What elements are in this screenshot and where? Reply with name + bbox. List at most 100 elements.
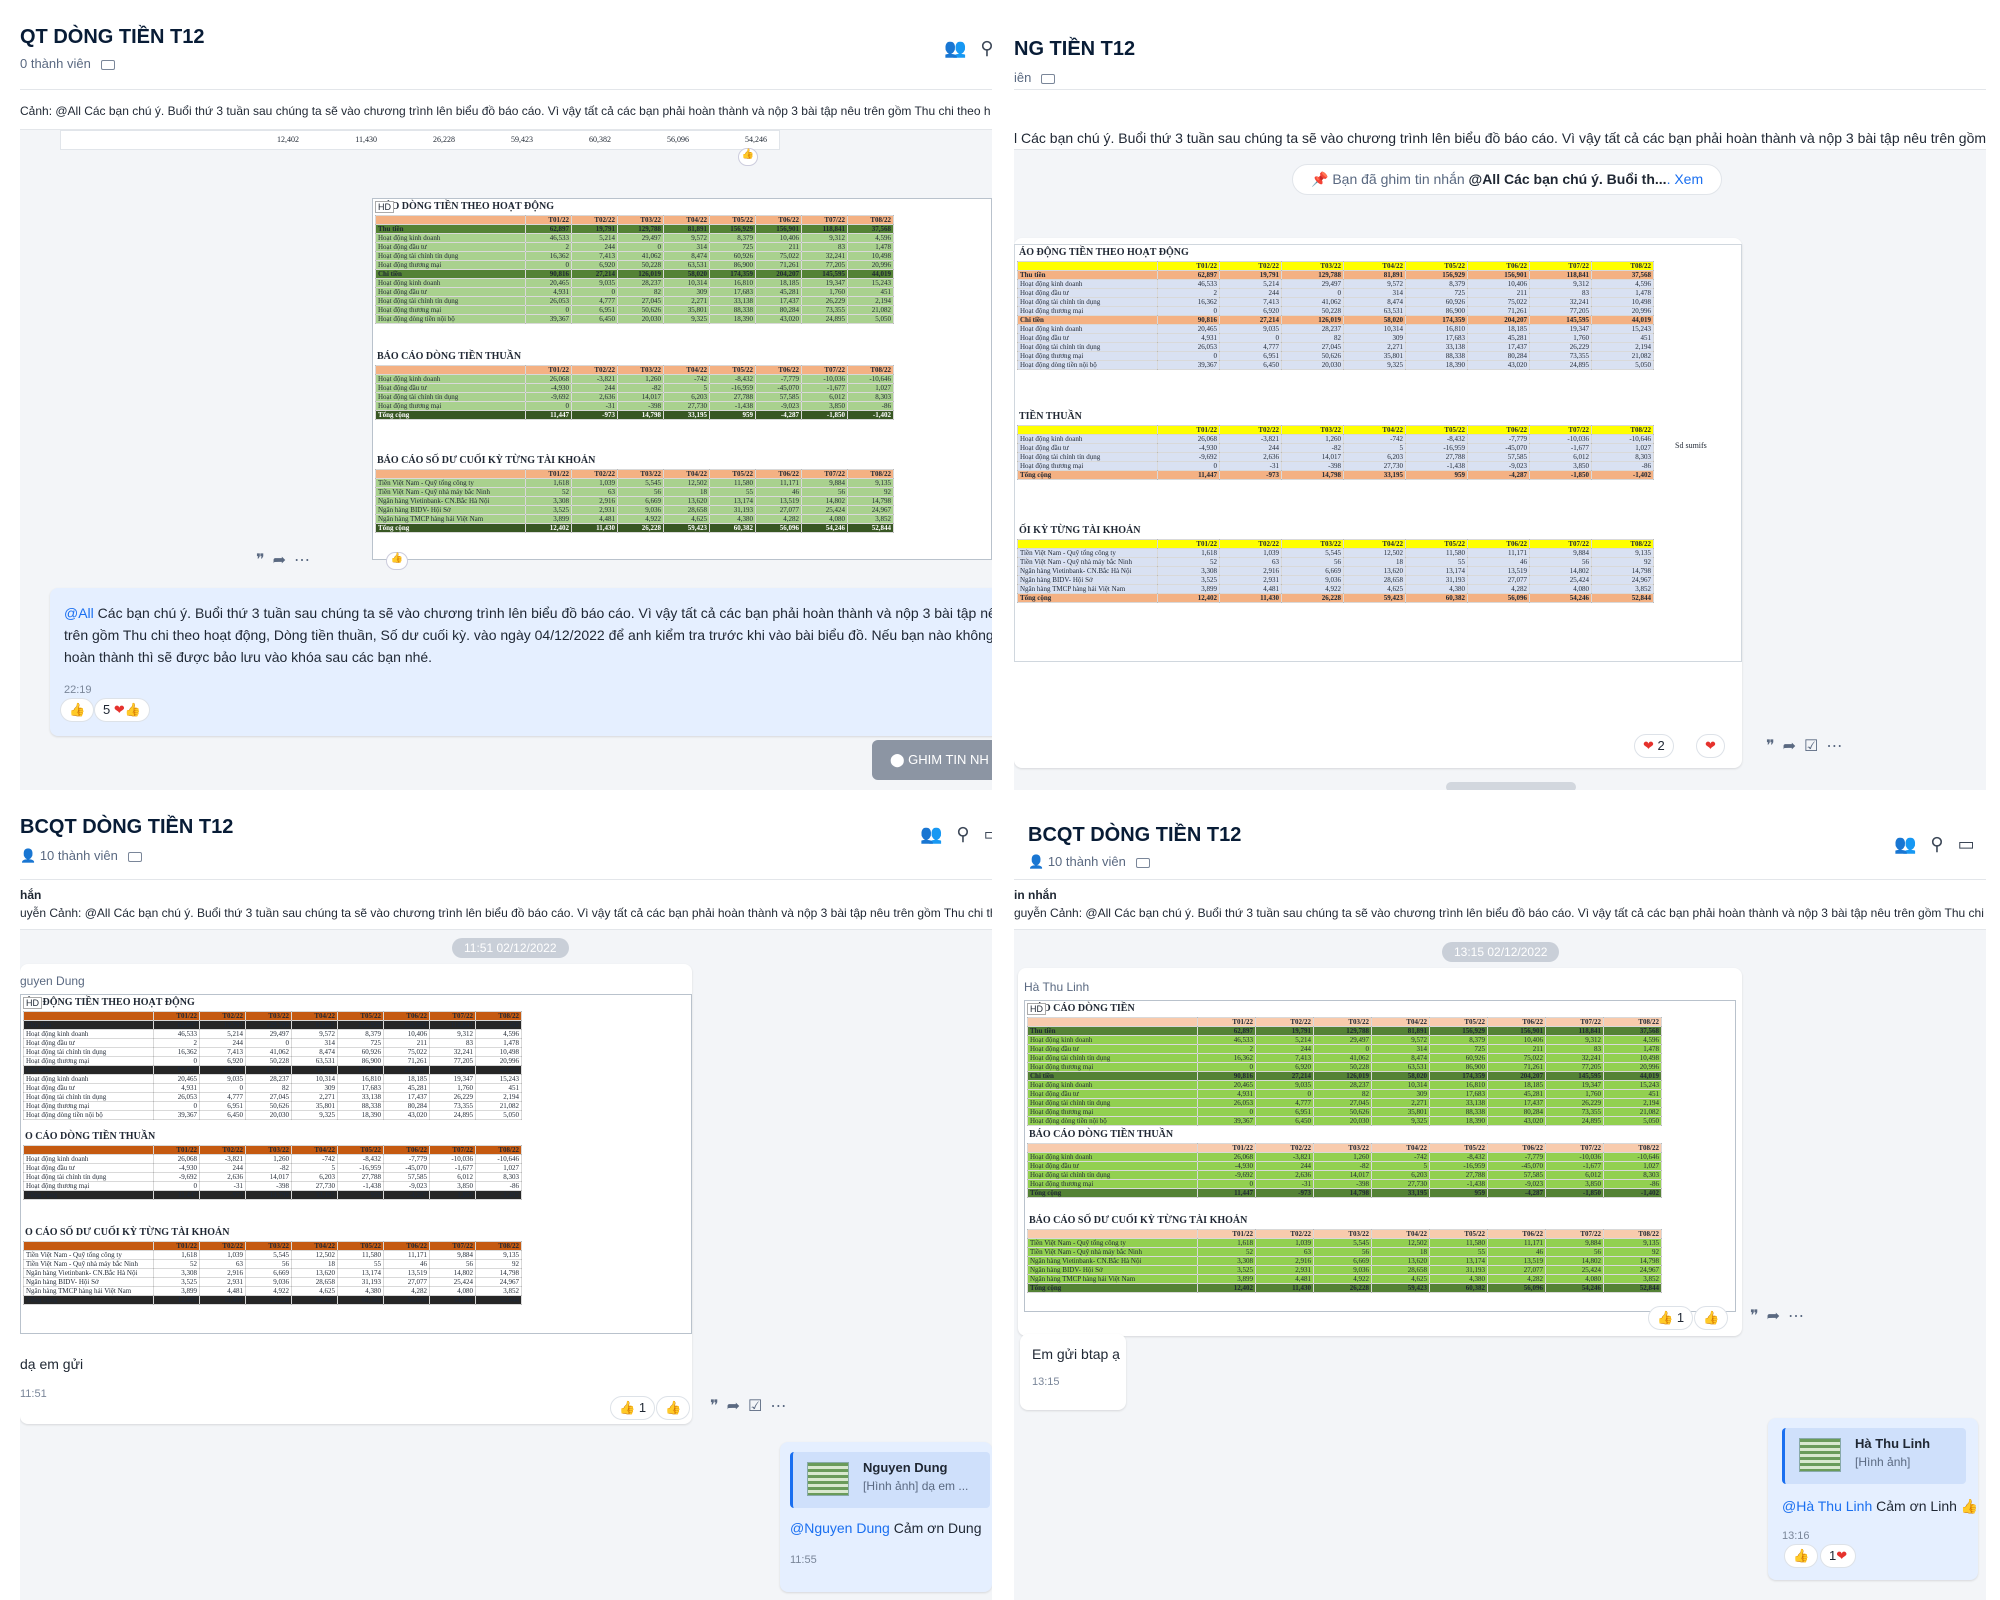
reaction-summary[interactable]: 👍 1 <box>1648 1306 1694 1330</box>
quote-icon[interactable]: ❞ <box>256 552 273 569</box>
reaction-summary[interactable]: 5 ❤👍 <box>94 698 150 722</box>
sheet-row: Tổng cộng 12,402 11,430 26,228 59,423 60,382 5… <box>1027 1283 1662 1293</box>
sheet-cell: Hoạt động đầu tư <box>1017 333 1158 343</box>
like-button[interactable]: 👍 <box>1784 1544 1819 1568</box>
pinned-message-bar[interactable]: hắn uyễn Cảnh: @All Các bạn chú ý. Buổi … <box>20 880 992 930</box>
reply-quote[interactable]: Nguyen Dung [Hình ảnh] dạ em ... <box>790 1452 990 1508</box>
more-icon[interactable]: ⋯ <box>1788 1308 1813 1325</box>
tag-icon[interactable] <box>127 851 142 862</box>
sheet-cell: 9,325 <box>1371 1116 1430 1126</box>
member-count[interactable]: iên <box>1014 70 1056 85</box>
sheet-cell: 44,019 <box>1591 315 1654 325</box>
search-icon[interactable]: ⚲ <box>956 824 984 844</box>
task-icon[interactable]: ☑ <box>748 1398 771 1415</box>
like-button[interactable]: 👍 <box>60 698 95 722</box>
member-count[interactable]: 👤 10 thành viên <box>1028 854 1150 870</box>
sheet-table: T01/22 T02/22 T03/22 T04/22 T05/22 T06/22 T07/… <box>375 469 894 533</box>
sheet-cell: 244 <box>571 242 618 252</box>
sheet-cell: 46,533 <box>153 1029 200 1039</box>
spreadsheet-image[interactable]: BÁO CÁO DÒNG TIỀN T01/22 T02/22 T03/22 T04/2… <box>1024 1000 1736 1312</box>
reaction-summary[interactable]: ❤ 2 <box>1634 734 1674 758</box>
reply-mention[interactable]: @Hà Thu Linh <box>1782 1498 1873 1514</box>
sheet-cell: Hoạt động kinh doanh <box>1027 1035 1198 1045</box>
search-icon[interactable]: ⚲ <box>980 38 992 58</box>
sheet-cell: 63,531 <box>663 260 710 270</box>
sheet-cell: 118,841 <box>429 1020 476 1030</box>
sheet-cell: 17,437 <box>755 296 802 306</box>
forward-icon[interactable]: ➦ <box>1782 738 1805 755</box>
forward-icon[interactable]: ➦ <box>726 1398 749 1415</box>
forward-icon[interactable]: ➦ <box>272 552 295 569</box>
member-count[interactable]: 0 thành viên <box>20 56 115 71</box>
sheet-row: Tổng cộng 12,402 11,430 26,228 59,423 60,382 5… <box>1017 593 1654 603</box>
sheet-header-cell: T01/22 <box>153 1145 200 1155</box>
heart-react-button[interactable]: ❤ <box>1696 734 1725 758</box>
scroll-indicator[interactable] <box>1446 782 1576 790</box>
video-icon[interactable]: ▭ <box>984 824 992 844</box>
add-member-icon[interactable]: 👥 <box>944 38 981 58</box>
video-icon[interactable]: ▭ <box>1957 834 1986 854</box>
sheet-header-cell: T01/22 <box>525 469 572 479</box>
message-bubble[interactable]: Em gửi btap ạ 13:15 <box>1020 1334 1126 1410</box>
tag-icon[interactable] <box>1135 857 1150 868</box>
message-bubble[interactable]: guyen Dung ÁO ĐỘNG TIỀN THEO HOẠT ĐỘNG T0… <box>20 964 692 1424</box>
pin-message-button[interactable]: ⬤ GHIM TIN NH <box>872 740 992 780</box>
pinned-message-bar[interactable]: in nhắn guyễn Cảnh: @All Các bạn chú ý. … <box>1014 880 1986 930</box>
message-bubble[interactable]: ÁO ĐỘNG TIỀN THEO HOẠT ĐỘNG T01/22 T02/22 T… <box>1014 238 1742 768</box>
sheet-section-title: O CÁO DÒNG TIỀN THUẦN <box>25 1131 156 1142</box>
add-member-icon[interactable]: 👥 <box>1894 834 1931 854</box>
quote-icon[interactable]: ❞ <box>710 1398 727 1415</box>
forward-icon[interactable]: ➦ <box>1766 1308 1789 1325</box>
view-pinned-link[interactable]: . Xem <box>1666 171 1704 187</box>
quote-icon[interactable]: ❞ <box>1750 1308 1767 1325</box>
sheet-cell: -10,036 <box>1545 1152 1604 1162</box>
sheet-cell: 27,214 <box>199 1065 246 1075</box>
quote-icon[interactable]: ❞ <box>1766 738 1783 755</box>
spreadsheet-image[interactable]: ÁO ĐỘNG TIỀN THEO HOẠT ĐỘNG T01/22 T02/22 T… <box>20 994 692 1334</box>
reply-quote[interactable]: Hà Thu Linh [Hình ảnh] <box>1782 1428 1966 1484</box>
task-icon[interactable]: ☑ <box>1804 738 1827 755</box>
reply-mention[interactable]: @Nguyen Dung <box>790 1520 890 1536</box>
sheet-cell: 14,017 <box>1313 1170 1372 1180</box>
thumbs-up-icon[interactable]: 👍 <box>738 148 758 166</box>
tag-icon[interactable] <box>100 59 115 70</box>
sheet-cell: 4,481 <box>1255 1274 1314 1284</box>
sheet-cell: 0 <box>1157 306 1220 316</box>
sheet-cell: 959 <box>1429 1188 1488 1198</box>
reply-bubble[interactable]: Nguyen Dung [Hình ảnh] dạ em ... @Nguyen… <box>780 1442 992 1592</box>
sheet-row: Hoạt động dòng tiền nội bộ 39,367 6,450 20,… <box>23 1110 522 1120</box>
tag-icon[interactable] <box>1041 73 1056 84</box>
search-icon[interactable]: ⚲ <box>1930 834 1958 854</box>
pinned-message-bar[interactable]: l Các bạn chú ý. Buổi thứ 3 tuần sau chú… <box>1014 90 1986 150</box>
sheet-cell: 20,030 <box>245 1110 292 1120</box>
sheet-cell: 6,203 <box>1371 1170 1430 1180</box>
like-button[interactable]: 👍 <box>656 1396 691 1420</box>
like-button[interactable]: 👍 <box>1694 1306 1729 1330</box>
pinned-message-bar[interactable]: Cảnh: @All Các bạn chú ý. Buổi thứ 3 tuầ… <box>20 90 992 130</box>
sheet-cell: -973 <box>571 410 618 420</box>
message-bubble[interactable]: Hà Thu Linh BÁO CÁO DÒNG TIỀN T01/22 T02/2… <box>1018 968 1742 1336</box>
sheet-cell: 3,899 <box>525 514 572 524</box>
sheet-cell: Hoạt động tài chính tín dụng <box>23 1172 154 1182</box>
spreadsheet-image[interactable]: ÁO ĐỘNG TIỀN THEO HOẠT ĐỘNG T01/22 T02/22 T… <box>1014 244 1742 662</box>
message-bubble[interactable]: @All Các bạn chú ý. Buổi thứ 3 tuần sau … <box>50 588 992 736</box>
spreadsheet-image[interactable]: CÁO DÒNG TIỀN THEO HOẠT ĐỘNG T01/22 T02/22… <box>372 198 992 560</box>
more-icon[interactable]: ⋯ <box>770 1398 795 1415</box>
more-icon[interactable]: ⋯ <box>294 552 319 569</box>
message-mention[interactable]: @All <box>64 605 94 621</box>
member-count[interactable]: 👤 10 thành viên <box>20 848 142 864</box>
sheet-row: Hoạt động tài chính tín dụng 16,362 7,413 4… <box>23 1047 522 1057</box>
more-icon[interactable]: ⋯ <box>1826 738 1851 755</box>
thumbs-up-icon[interactable]: 👍 <box>386 552 408 570</box>
sheet-cell: 20,996 <box>847 260 894 270</box>
sheet-cell: 4,777 <box>199 1092 246 1102</box>
sheet-cell: 204,207 <box>1487 1071 1546 1081</box>
reaction-summary[interactable]: 👍 1 <box>610 1396 656 1420</box>
sheet-cell: 10,406 <box>1467 279 1530 289</box>
sheet-cell: 10,314 <box>1343 324 1406 334</box>
sheet-cell: 2 <box>1197 1044 1256 1054</box>
sheet-row: Tiền Việt Nam - Quỹ tổng công ty 1,618 1,0… <box>1017 548 1654 558</box>
reaction-summary[interactable]: 1❤ <box>1820 1544 1857 1568</box>
pinned-message-text: Cảnh: @All Các bạn chú ý. Buổi thứ 3 tuầ… <box>20 104 991 118</box>
add-member-icon[interactable]: 👥 <box>920 824 957 844</box>
